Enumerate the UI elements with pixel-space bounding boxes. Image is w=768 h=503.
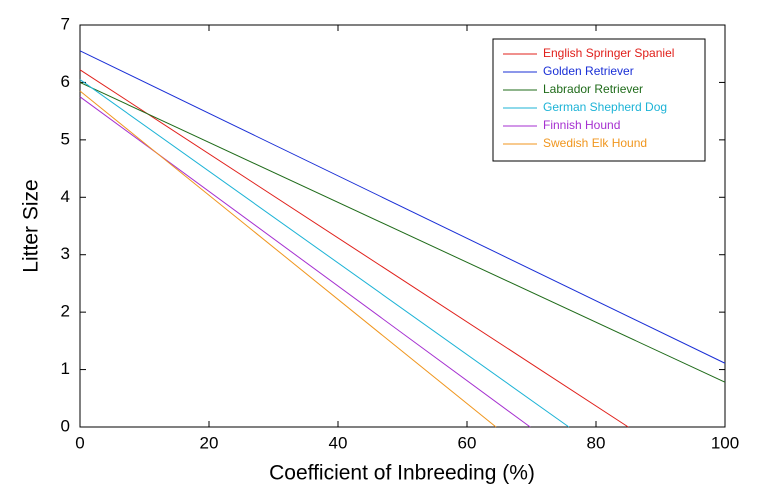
series-line xyxy=(79,81,726,383)
legend-text: German Shepherd Dog xyxy=(543,100,667,114)
series-line xyxy=(79,96,531,428)
y-tick-label: 1 xyxy=(61,359,70,378)
x-tick-label: 40 xyxy=(329,433,348,452)
x-tick-label: 80 xyxy=(587,433,606,452)
legend-text: Labrador Retriever xyxy=(543,82,643,96)
series-line xyxy=(79,79,570,428)
y-tick-label: 3 xyxy=(61,244,70,263)
x-tick-label: 0 xyxy=(75,433,84,452)
legend-text: Finnish Hound xyxy=(543,118,620,132)
legend-text: Swedish Elk Hound xyxy=(543,136,647,150)
x-tick-label: 20 xyxy=(200,433,219,452)
y-axis-label: Litter Size xyxy=(20,179,43,272)
y-tick-label: 0 xyxy=(61,416,70,435)
series-line xyxy=(79,50,726,364)
y-tick-label: 7 xyxy=(61,14,70,33)
x-tick-label: 100 xyxy=(711,433,739,452)
series-line xyxy=(79,69,629,428)
y-tick-label: 5 xyxy=(61,129,70,148)
y-tick-label: 2 xyxy=(61,302,70,321)
series-line xyxy=(79,90,497,428)
plot-frame xyxy=(79,24,726,428)
y-tick-label: 6 xyxy=(61,72,70,91)
x-axis-label: Coefficient of Inbreeding (%) xyxy=(269,462,535,485)
y-tick-label: 4 xyxy=(61,187,70,206)
legend-text: Golden Retriever xyxy=(543,64,634,78)
x-tick-label: 60 xyxy=(458,433,477,452)
legend-text: English Springer Spaniel xyxy=(543,46,674,60)
legend-box xyxy=(492,38,706,162)
